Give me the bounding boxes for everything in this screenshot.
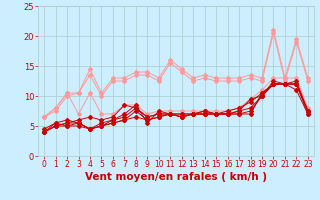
X-axis label: Vent moyen/en rafales ( km/h ): Vent moyen/en rafales ( km/h )	[85, 172, 267, 182]
